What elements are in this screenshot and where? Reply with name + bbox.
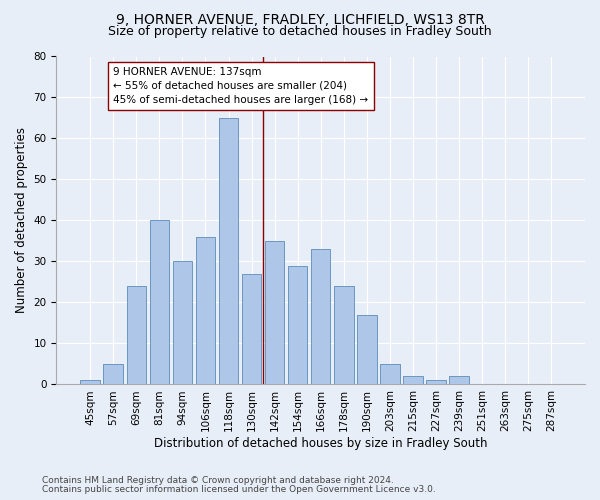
Text: Size of property relative to detached houses in Fradley South: Size of property relative to detached ho… [108, 25, 492, 38]
Bar [196, 237, 215, 384]
Text: 9 HORNER AVENUE: 137sqm
← 55% of detached houses are smaller (204)
45% of semi-d: 9 HORNER AVENUE: 137sqm ← 55% of detache… [113, 66, 368, 104]
Bar [449, 376, 469, 384]
Bar [149, 220, 169, 384]
Bar [80, 380, 100, 384]
Text: 9, HORNER AVENUE, FRADLEY, LICHFIELD, WS13 8TR: 9, HORNER AVENUE, FRADLEY, LICHFIELD, WS… [116, 12, 484, 26]
Bar [242, 274, 262, 384]
Bar [311, 249, 331, 384]
Bar [334, 286, 353, 384]
Bar [288, 266, 307, 384]
Bar [127, 286, 146, 384]
Bar [403, 376, 422, 384]
Bar [103, 364, 123, 384]
Y-axis label: Number of detached properties: Number of detached properties [15, 128, 28, 314]
Bar [426, 380, 446, 384]
Bar [357, 315, 377, 384]
Bar [265, 241, 284, 384]
Bar [173, 262, 192, 384]
Text: Contains HM Land Registry data © Crown copyright and database right 2024.: Contains HM Land Registry data © Crown c… [42, 476, 394, 485]
Text: Contains public sector information licensed under the Open Government Licence v3: Contains public sector information licen… [42, 485, 436, 494]
Bar [219, 118, 238, 384]
X-axis label: Distribution of detached houses by size in Fradley South: Distribution of detached houses by size … [154, 437, 487, 450]
Bar [380, 364, 400, 384]
